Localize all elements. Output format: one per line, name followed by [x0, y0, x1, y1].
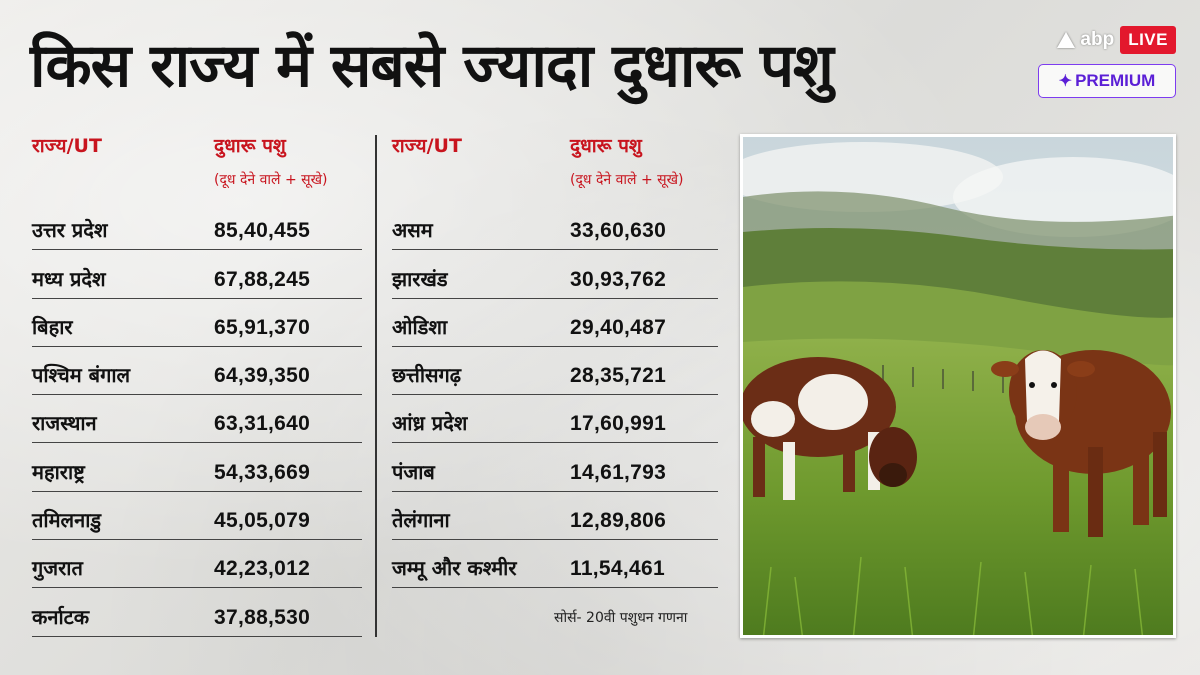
- animal-count: 29,40,487: [570, 315, 667, 339]
- header-milch-animals: दुधारू पशु: [570, 135, 642, 157]
- state-name: ओडिशा: [392, 314, 448, 339]
- state-name: उत्तर प्रदेश: [32, 218, 108, 243]
- table-row: छत्तीसगढ़ 28,35,721: [392, 347, 718, 396]
- table-row: तेलंगाना 12,89,806: [392, 492, 718, 541]
- animal-count: 63,31,640: [214, 412, 311, 436]
- state-name: मध्य प्रदेश: [32, 266, 106, 291]
- header-subtitle: (दूध देने वाले + सूखे): [214, 172, 328, 188]
- cows-photo: [740, 134, 1176, 638]
- animal-count: 14,61,793: [570, 460, 667, 484]
- table-row: ओडिशा 29,40,487: [392, 299, 718, 347]
- state-name: गुजरात: [32, 556, 83, 581]
- header-state: राज्य/UT: [32, 135, 102, 157]
- table-row: जम्मू और कश्मीर 11,54,461: [392, 540, 718, 589]
- abp-logo-text: abp: [1080, 29, 1115, 50]
- animal-count: 42,23,012: [214, 557, 311, 581]
- page-title: किस राज्य में सबसे ज्यादा दुधारू पशु: [30, 31, 834, 101]
- state-name: जम्मू और कश्मीर: [392, 556, 517, 581]
- state-name: पश्चिम बंगाल: [32, 363, 131, 388]
- table-row: बिहार 65,91,370: [32, 299, 362, 347]
- standing-cow: [991, 350, 1171, 537]
- state-name: राजस्थान: [32, 411, 97, 436]
- cows-grazing-illustration: [743, 137, 1173, 635]
- table-row: तमिलनाडु 45,05,079: [32, 492, 362, 541]
- brand-row: abp LIVE: [1036, 24, 1176, 56]
- animal-count: 65,91,370: [214, 315, 311, 339]
- table-row: गुजरात 42,23,012: [32, 540, 362, 589]
- state-name: तेलंगाना: [392, 508, 450, 533]
- table-row: पंजाब 14,61,793: [392, 443, 718, 492]
- live-badge[interactable]: LIVE: [1120, 26, 1176, 54]
- state-name: छत्तीसगढ़: [392, 363, 462, 388]
- animal-count: 54,33,669: [214, 460, 311, 484]
- animal-count: 17,60,991: [570, 412, 667, 436]
- abp-logo[interactable]: abp: [1057, 29, 1114, 51]
- animal-count: 67,88,245: [214, 267, 311, 291]
- states-table-right: राज्य/UT दुधारू पशु (दूध देने वाले + सूख…: [392, 132, 718, 589]
- source-note: सोर्स- 20वी पशुधन गणना: [554, 610, 688, 626]
- table-row: आंध्र प्रदेश 17,60,991: [392, 395, 718, 444]
- state-name: बिहार: [32, 314, 73, 339]
- animal-count: 37,88,530: [214, 605, 311, 629]
- animal-count: 64,39,350: [214, 364, 311, 388]
- table-row: राजस्थान 63,31,640: [32, 395, 362, 444]
- table-row: असम 33,60,630: [392, 202, 718, 251]
- state-name: पंजाब: [392, 459, 435, 484]
- table-row: उत्तर प्रदेश 85,40,455: [32, 202, 362, 251]
- animal-count: 85,40,455: [214, 219, 311, 243]
- sparkle-icon: ✦: [1058, 73, 1073, 90]
- state-name: तमिलनाडु: [32, 508, 102, 533]
- column-divider: [375, 135, 377, 637]
- premium-badge[interactable]: ✦ PREMIUM: [1038, 64, 1176, 98]
- header-subtitle: (दूध देने वाले + सूखे): [570, 172, 684, 188]
- header-state: राज्य/UT: [392, 135, 462, 157]
- table-row: कर्नाटक 37,88,530: [32, 588, 362, 637]
- state-name: महाराष्ट्र: [32, 459, 85, 484]
- animal-count: 28,35,721: [570, 364, 667, 388]
- header-milch-animals: दुधारू पशु: [214, 135, 286, 157]
- table-header: राज्य/UT दुधारू पशु (दूध देने वाले + सूख…: [32, 132, 362, 202]
- grazing-cow: [743, 357, 917, 500]
- states-table-left: राज्य/UT दुधारू पशु (दूध देने वाले + सूख…: [32, 132, 362, 637]
- animal-count: 30,93,762: [570, 267, 667, 291]
- table-row: पश्चिम बंगाल 64,39,350: [32, 347, 362, 396]
- table-row: झारखंड 30,93,762: [392, 250, 718, 299]
- table-row: महाराष्ट्र 54,33,669: [32, 443, 362, 492]
- state-name: झारखंड: [392, 266, 448, 291]
- table-row: मध्य प्रदेश 67,88,245: [32, 250, 362, 299]
- state-name: आंध्र प्रदेश: [392, 411, 468, 436]
- state-name: कर्नाटक: [32, 604, 90, 629]
- animal-count: 33,60,630: [570, 219, 667, 243]
- animal-count: 45,05,079: [214, 509, 311, 533]
- animal-count: 11,54,461: [570, 557, 665, 581]
- animal-count: 12,89,806: [570, 509, 667, 533]
- brand-block: abp LIVE ✦ PREMIUM: [1036, 24, 1176, 98]
- premium-label: PREMIUM: [1075, 71, 1156, 90]
- table-header: राज्य/UT दुधारू पशु (दूध देने वाले + सूख…: [392, 132, 718, 202]
- state-name: असम: [392, 218, 433, 243]
- abp-triangle-icon: [1057, 32, 1076, 48]
